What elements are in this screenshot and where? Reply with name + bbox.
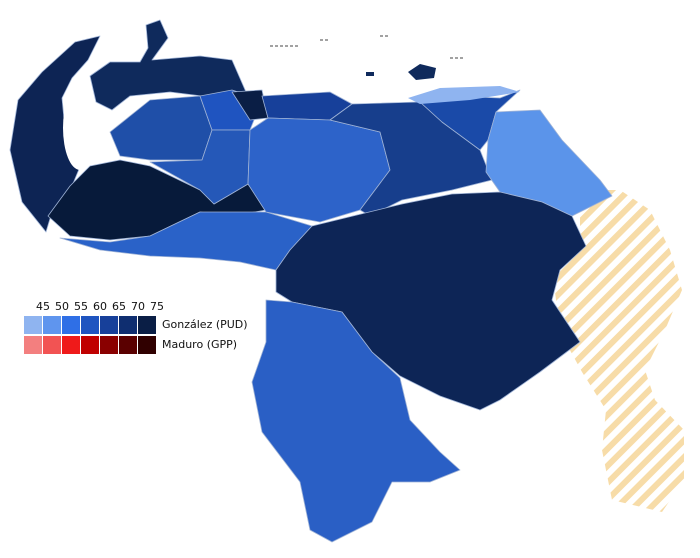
island — [408, 64, 436, 80]
states — [9, 19, 684, 543]
legend-tick-label: 65 — [112, 300, 126, 313]
state — [275, 191, 587, 411]
legend-label: Maduro (GPP) — [162, 338, 237, 351]
legend-swatch — [100, 316, 118, 334]
legend-swatch — [62, 316, 80, 334]
legend-tick-label: 70 — [131, 300, 145, 313]
legend: 45 50 55 60 65 70 75 González (PUD) Maduro (GPP) — [24, 300, 248, 354]
legend-swatch — [81, 336, 99, 354]
legend-tick-label: 55 — [74, 300, 88, 313]
island — [408, 86, 520, 104]
legend-swatch — [62, 336, 80, 354]
island — [270, 35, 464, 59]
legend-label: González (PUD) — [162, 318, 248, 331]
legend-swatch — [119, 336, 137, 354]
legend-tick-label: 45 — [36, 300, 50, 313]
legend-tick-label: 75 — [150, 300, 164, 313]
legend-tick-label: 60 — [93, 300, 107, 313]
legend-swatch — [43, 316, 61, 334]
legend-swatch — [119, 316, 137, 334]
claimed-territory — [555, 190, 684, 512]
legend-swatch — [138, 316, 156, 334]
legend-swatch — [138, 336, 156, 354]
island — [366, 72, 374, 76]
legend-tick-label: 50 — [55, 300, 69, 313]
legend-swatch — [81, 316, 99, 334]
legend-swatch — [43, 336, 61, 354]
legend-swatch — [24, 316, 42, 334]
state — [89, 19, 247, 111]
legend-swatch — [100, 336, 118, 354]
lake — [63, 86, 97, 170]
state — [251, 299, 461, 543]
legend-swatch — [24, 336, 42, 354]
state — [109, 95, 213, 161]
